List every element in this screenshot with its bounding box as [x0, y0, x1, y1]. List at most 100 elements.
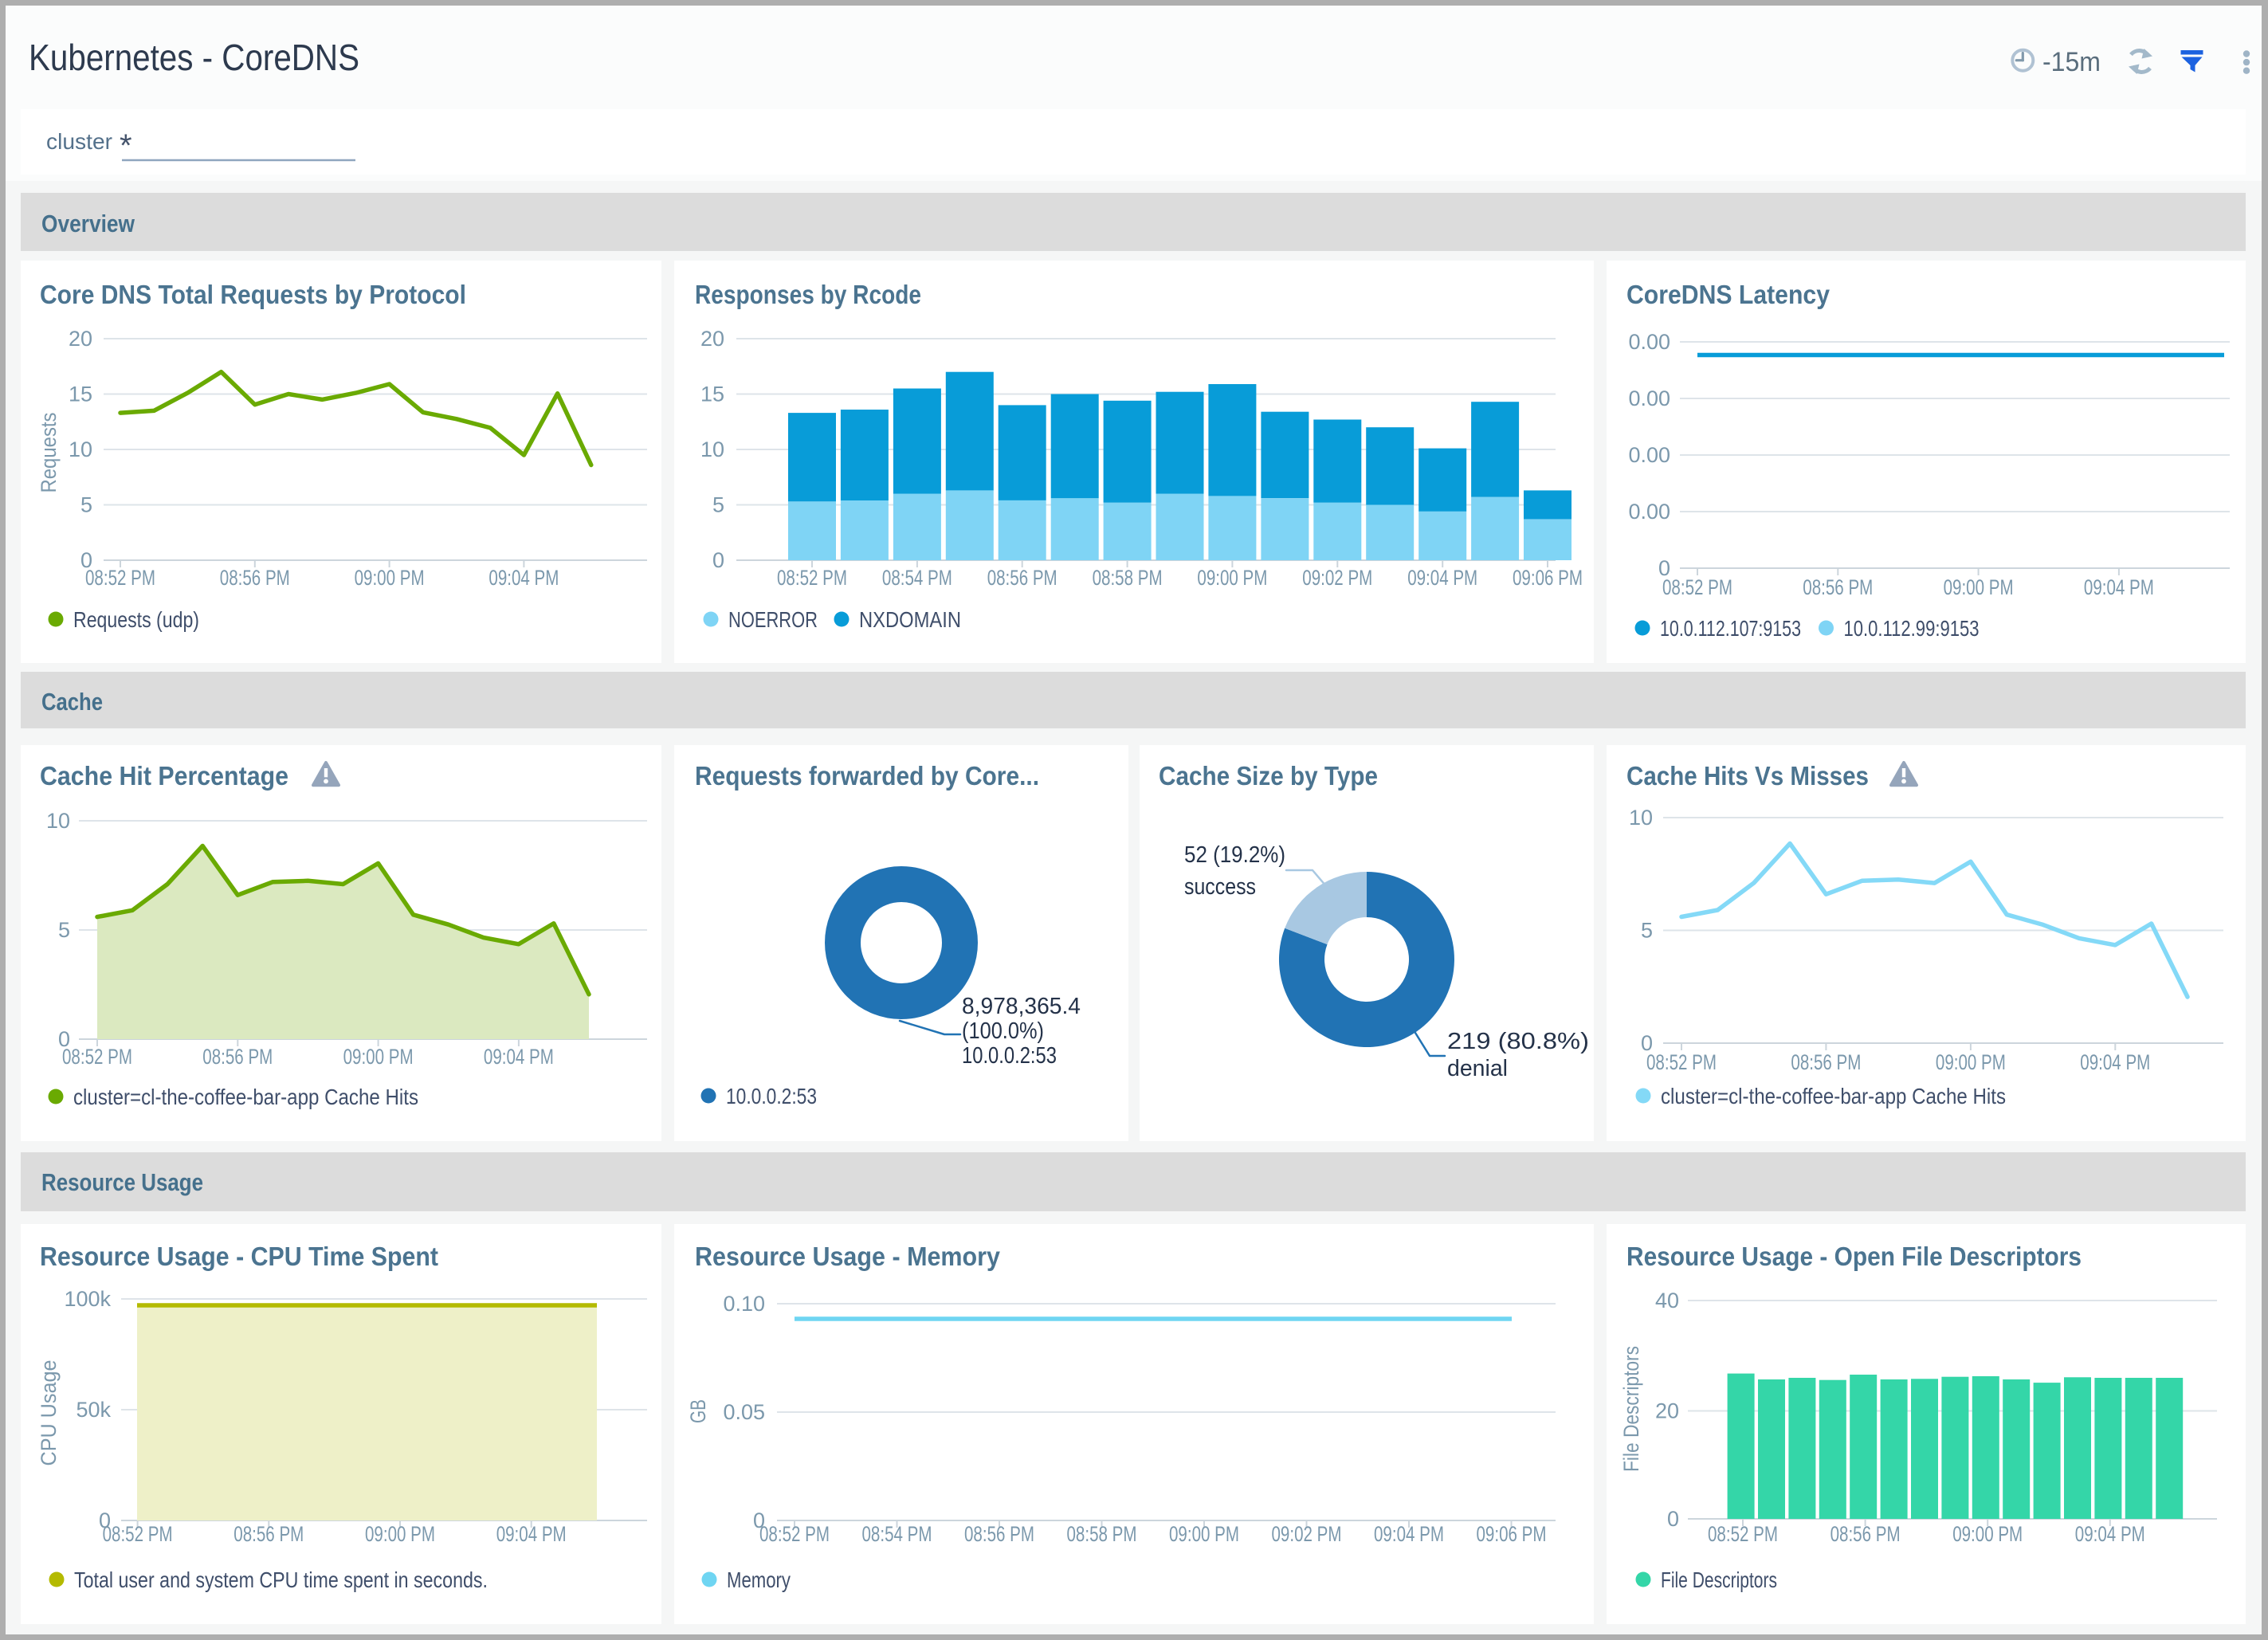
- svg-text:File Descriptors: File Descriptors: [1661, 1567, 1777, 1592]
- svg-text:09:06 PM: 09:06 PM: [1477, 1522, 1547, 1546]
- svg-text:10: 10: [1629, 806, 1653, 830]
- svg-text:10: 10: [46, 809, 70, 833]
- svg-text:Memory: Memory: [727, 1567, 791, 1592]
- svg-text:Cache Size by Type: Cache Size by Type: [1159, 761, 1378, 791]
- svg-text:15: 15: [69, 383, 92, 406]
- svg-text:cluster: cluster: [46, 129, 112, 154]
- svg-text:0: 0: [1658, 556, 1670, 580]
- svg-text:08:52 PM: 08:52 PM: [1708, 1522, 1778, 1546]
- svg-text:09:02 PM: 09:02 PM: [1272, 1522, 1342, 1546]
- svg-text:08:52 PM: 08:52 PM: [759, 1522, 830, 1546]
- svg-text:Core DNS Total Requests by Pro: Core DNS Total Requests by Protocol: [40, 280, 466, 309]
- svg-text:5: 5: [80, 493, 92, 517]
- svg-text:Resource Usage: Resource Usage: [41, 1168, 203, 1196]
- svg-text:0: 0: [58, 1027, 70, 1051]
- svg-text:10.0.0.2:53: 10.0.0.2:53: [726, 1084, 817, 1108]
- svg-text:08:52 PM: 08:52 PM: [103, 1522, 173, 1546]
- svg-text:08:58 PM: 08:58 PM: [1067, 1522, 1137, 1546]
- svg-text:Responses by Rcode: Responses by Rcode: [695, 280, 921, 309]
- svg-text:20: 20: [69, 327, 92, 351]
- svg-text:5: 5: [1641, 919, 1653, 943]
- svg-text:Requests: Requests: [37, 413, 61, 493]
- svg-text:0: 0: [712, 548, 724, 572]
- svg-text:100k: 100k: [64, 1287, 111, 1311]
- svg-text:0: 0: [1667, 1507, 1679, 1531]
- svg-text:08:56 PM: 08:56 PM: [964, 1522, 1034, 1546]
- svg-text:09:00 PM: 09:00 PM: [1944, 575, 2014, 599]
- svg-text:0: 0: [753, 1509, 765, 1532]
- svg-text:09:04 PM: 09:04 PM: [1374, 1522, 1444, 1546]
- svg-text:52 (19.2%): 52 (19.2%): [1184, 842, 1285, 868]
- svg-text:08:52 PM: 08:52 PM: [777, 566, 847, 590]
- svg-text:08:56 PM: 08:56 PM: [1791, 1050, 1861, 1074]
- svg-text:0: 0: [99, 1509, 111, 1532]
- svg-text:5: 5: [712, 493, 724, 517]
- svg-text:10.0.112.99:9153: 10.0.112.99:9153: [1844, 616, 1980, 641]
- svg-text:Resource Usage - Open File Des: Resource Usage - Open File Descriptors: [1626, 1242, 2082, 1271]
- svg-text:09:06 PM: 09:06 PM: [1513, 566, 1583, 590]
- svg-text:Resource Usage - CPU Time Spen: Resource Usage - CPU Time Spent: [40, 1242, 438, 1271]
- svg-text:10: 10: [700, 437, 724, 461]
- svg-text:Requests (udp): Requests (udp): [73, 607, 199, 632]
- svg-text:15: 15: [700, 383, 724, 406]
- svg-text:File Descriptors: File Descriptors: [1619, 1346, 1643, 1472]
- svg-text:09:00 PM: 09:00 PM: [1169, 1522, 1239, 1546]
- svg-text:09:02 PM: 09:02 PM: [1302, 566, 1372, 590]
- svg-text:09:04 PM: 09:04 PM: [1407, 566, 1477, 590]
- svg-text:09:04 PM: 09:04 PM: [496, 1522, 567, 1546]
- svg-text:08:56 PM: 08:56 PM: [1830, 1522, 1901, 1546]
- svg-text:Total user and system CPU time: Total user and system CPU time spent in …: [74, 1567, 488, 1592]
- svg-text:08:56 PM: 08:56 PM: [233, 1522, 304, 1546]
- svg-text:(100.0%): (100.0%): [962, 1018, 1044, 1044]
- svg-text:*: *: [120, 128, 132, 163]
- svg-text:09:00 PM: 09:00 PM: [343, 1045, 414, 1069]
- svg-text:Cache Hits Vs Misses: Cache Hits Vs Misses: [1626, 761, 1869, 791]
- svg-text:09:00 PM: 09:00 PM: [365, 1522, 435, 1546]
- svg-text:GB: GB: [686, 1399, 710, 1423]
- svg-text:40: 40: [1655, 1289, 1679, 1312]
- svg-text:0: 0: [1641, 1031, 1653, 1055]
- svg-text:5: 5: [58, 918, 70, 942]
- svg-text:50k: 50k: [76, 1398, 111, 1422]
- svg-text:08:54 PM: 08:54 PM: [882, 566, 952, 590]
- svg-text:denial: denial: [1447, 1056, 1508, 1081]
- svg-text:Cache Hit Percentage: Cache Hit Percentage: [40, 761, 288, 791]
- svg-text:09:04 PM: 09:04 PM: [484, 1045, 554, 1069]
- svg-text:08:52 PM: 08:52 PM: [1662, 575, 1732, 599]
- svg-text:0.05: 0.05: [723, 1400, 765, 1424]
- svg-text:09:00 PM: 09:00 PM: [355, 566, 425, 590]
- svg-text:10.0.0.2:53: 10.0.0.2:53: [962, 1043, 1057, 1069]
- svg-text:0.00: 0.00: [1628, 443, 1670, 467]
- svg-text:08:56 PM: 08:56 PM: [1803, 575, 1873, 599]
- svg-text:cluster=cl-the-coffee-bar-app: cluster=cl-the-coffee-bar-app Cache Hits: [73, 1085, 418, 1109]
- svg-text:08:52 PM: 08:52 PM: [85, 566, 155, 590]
- svg-text:CoreDNS Latency: CoreDNS Latency: [1626, 280, 1830, 309]
- svg-text:Requests forwarded by Core...: Requests forwarded by Core...: [695, 761, 1039, 791]
- svg-text:Cache: Cache: [41, 688, 103, 716]
- svg-text:Resource Usage - Memory: Resource Usage - Memory: [695, 1242, 1001, 1271]
- svg-text:0.00: 0.00: [1628, 330, 1670, 354]
- svg-text:10: 10: [69, 437, 92, 461]
- svg-text:09:04 PM: 09:04 PM: [2075, 1522, 2145, 1546]
- svg-text:219 (80.8%): 219 (80.8%): [1447, 1029, 1589, 1054]
- svg-text:0: 0: [80, 548, 92, 572]
- svg-text:0.10: 0.10: [723, 1292, 765, 1316]
- svg-text:09:04 PM: 09:04 PM: [2084, 575, 2154, 599]
- svg-text:09:04 PM: 09:04 PM: [2080, 1050, 2150, 1074]
- svg-text:success: success: [1184, 874, 1256, 900]
- svg-text:09:04 PM: 09:04 PM: [489, 566, 559, 590]
- svg-text:20: 20: [1655, 1399, 1679, 1423]
- svg-text:0.00: 0.00: [1628, 500, 1670, 524]
- svg-text:cluster=cl-the-coffee-bar-app: cluster=cl-the-coffee-bar-app Cache Hits: [1661, 1084, 2006, 1108]
- svg-text:CPU Usage: CPU Usage: [37, 1360, 61, 1466]
- svg-text:08:56 PM: 08:56 PM: [220, 566, 290, 590]
- svg-text:09:00 PM: 09:00 PM: [1936, 1050, 2006, 1074]
- svg-text:Overview: Overview: [41, 210, 135, 237]
- svg-text:08:52 PM: 08:52 PM: [1646, 1050, 1717, 1074]
- svg-text:08:58 PM: 08:58 PM: [1093, 566, 1163, 590]
- svg-text:-15m: -15m: [2042, 47, 2101, 77]
- svg-text:NOERROR: NOERROR: [728, 607, 818, 632]
- svg-text:8,978,365.4: 8,978,365.4: [962, 994, 1081, 1019]
- svg-text:Kubernetes - CoreDNS: Kubernetes - CoreDNS: [29, 37, 359, 78]
- svg-text:09:00 PM: 09:00 PM: [1197, 566, 1267, 590]
